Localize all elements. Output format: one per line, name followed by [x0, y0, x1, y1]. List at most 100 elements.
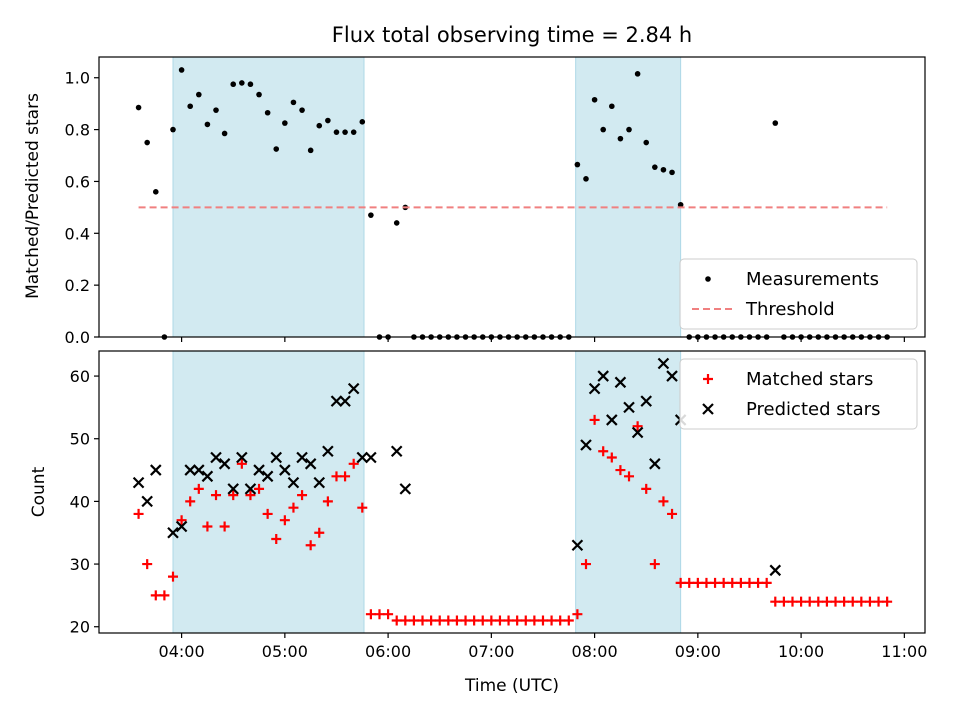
data-point [563, 615, 574, 626]
x-tick-label: 07:00 [468, 642, 514, 661]
observing-window [172, 350, 365, 634]
data-point [135, 104, 142, 111]
data-point [244, 483, 257, 495]
data-point [227, 483, 240, 495]
data-point [434, 615, 445, 626]
data-point [769, 564, 782, 577]
ratio-series [135, 67, 890, 340]
y-tick-label: 0.2 [65, 276, 90, 295]
data-point [210, 451, 222, 464]
data-point [167, 526, 179, 539]
data-point [658, 496, 669, 507]
data-point [159, 590, 170, 601]
data-point [184, 464, 196, 476]
data-point [649, 458, 661, 470]
data-point [333, 129, 340, 135]
data-point [451, 615, 462, 626]
data-point [847, 596, 858, 607]
data-point [555, 615, 566, 626]
data-point [761, 577, 772, 588]
data-point [735, 577, 746, 588]
observing-window [172, 56, 365, 338]
data-point [132, 476, 145, 489]
data-point [296, 451, 308, 464]
legend-label: Threshold [745, 299, 835, 320]
observing-window [575, 350, 682, 634]
legend-marker [705, 276, 711, 282]
y-tick-label: 50 [70, 430, 90, 449]
legend-box [679, 258, 918, 330]
data-point [230, 81, 237, 88]
data-point [356, 451, 369, 464]
data-point [271, 534, 282, 544]
data-point [692, 577, 703, 588]
data-point [657, 357, 670, 370]
data-point [339, 395, 351, 407]
data-point [701, 577, 712, 588]
plot-frame [98, 56, 926, 338]
y-tick-label: 40 [70, 492, 90, 511]
data-point [580, 439, 592, 451]
data-point [443, 615, 454, 626]
data-point [606, 452, 617, 463]
count-legend: Matched stars Predicted stars [679, 358, 918, 430]
legend-marker [702, 403, 714, 415]
data-point [796, 596, 807, 607]
data-point [204, 121, 211, 128]
ratio-axes: 0.0 0.2 0.4 0.6 0.8 1.0 [65, 56, 926, 347]
data-point [150, 464, 162, 476]
data-point [253, 464, 265, 476]
data-point [390, 445, 403, 458]
data-point [305, 540, 316, 551]
data-point [718, 577, 729, 588]
data-point [643, 139, 650, 146]
y-tick-label: 0.4 [65, 224, 90, 243]
data-point [193, 483, 204, 494]
y-tick-label: 20 [70, 618, 90, 637]
data-point [882, 596, 893, 607]
data-point [684, 577, 695, 588]
observing-window-shading [172, 56, 682, 338]
data-point [264, 109, 271, 116]
data-point [813, 596, 824, 607]
data-point [667, 508, 678, 519]
data-point [322, 445, 334, 458]
data-point [279, 515, 290, 526]
data-point [634, 71, 641, 77]
data-point [591, 96, 598, 103]
data-point [167, 571, 178, 582]
x-axis-label: Time (UTC) [464, 676, 559, 696]
data-point [228, 490, 239, 501]
data-point [864, 596, 875, 607]
data-point [856, 596, 867, 607]
data-point [347, 382, 360, 395]
data-point [546, 615, 557, 626]
data-point [598, 446, 609, 457]
data-point [219, 521, 230, 532]
data-point [710, 577, 721, 588]
x-tick-label: 04:00 [159, 642, 205, 661]
x-tick-label: 05:00 [262, 642, 308, 661]
data-point [839, 596, 850, 607]
data-point [675, 577, 686, 588]
data-point [218, 458, 231, 470]
data-point [615, 465, 626, 476]
data-point [469, 615, 480, 626]
data-point [666, 370, 678, 382]
data-point [322, 496, 333, 507]
data-point [288, 502, 299, 513]
data-point [297, 490, 308, 501]
data-point [202, 521, 213, 532]
data-point [399, 483, 412, 495]
data-point [211, 490, 222, 501]
data-point [176, 515, 187, 526]
data-point [348, 458, 359, 469]
data-point [279, 464, 291, 476]
legend-box [679, 358, 918, 430]
data-point [609, 103, 615, 110]
data-point [804, 596, 815, 607]
observing-window [575, 56, 682, 338]
data-point [753, 577, 764, 588]
data-point [600, 126, 607, 133]
